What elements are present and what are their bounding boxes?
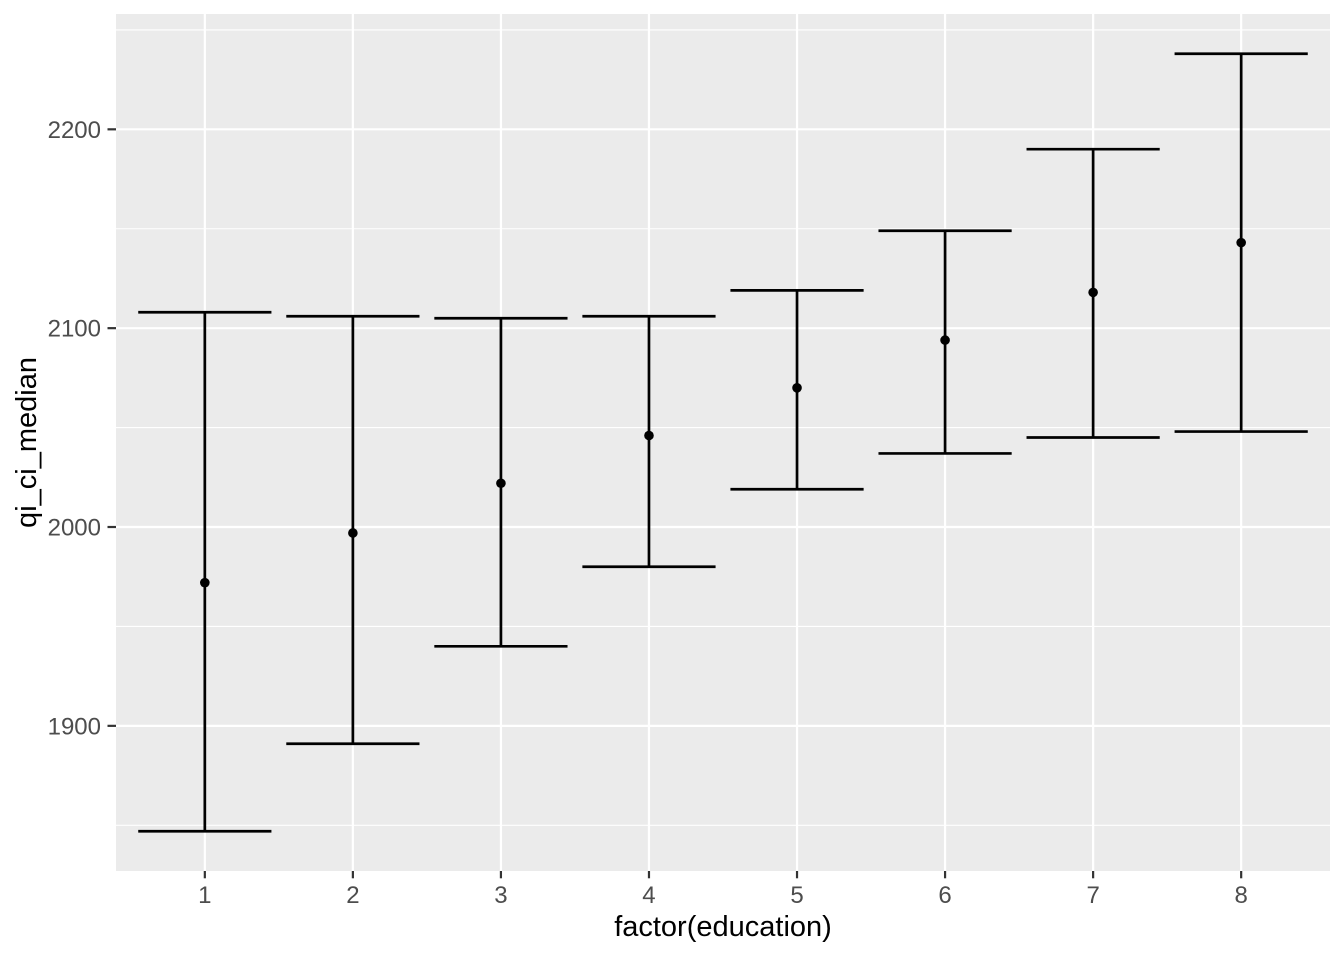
y-tick-label: 1900 [48,713,101,740]
errorbars [138,52,1308,833]
median-point [940,335,950,345]
x-tick-label: 1 [198,882,211,909]
x-tick-label: 5 [790,882,803,909]
errorbar [286,314,420,746]
x-tick-label: 2 [346,882,359,909]
gridlines-minor [116,29,1330,826]
errorbar [138,310,272,833]
y-tick-label: 2100 [48,316,101,343]
median-point [496,478,506,489]
errorbar [730,289,864,491]
median-point [200,577,210,588]
y-tick-label: 2200 [48,117,101,144]
axis-ticks [107,128,1243,879]
errorbar [878,229,1012,455]
errorbar [582,314,716,569]
plot-panel [116,14,1330,871]
x-tick-label: 8 [1234,882,1247,909]
median-point [792,383,802,393]
axis-tick-labels: 1900 2000 2100 2200 1 2 3 4 5 6 7 8 [48,117,1248,909]
median-point [1236,237,1246,248]
x-tick-label: 7 [1086,882,1099,909]
median-point [1088,287,1098,298]
errorbar [1174,52,1308,433]
median-point [348,528,358,538]
median-point [644,430,654,441]
x-tick-label: 6 [938,882,951,909]
x-tick-label: 3 [494,882,507,909]
errorbar [1026,147,1160,439]
y-tick-label: 2000 [48,515,101,542]
y-axis-title: qi_ci_median [11,357,43,528]
x-axis-title: factor(education) [614,911,832,943]
errorbar [434,316,568,648]
x-tick-label: 4 [642,882,655,909]
